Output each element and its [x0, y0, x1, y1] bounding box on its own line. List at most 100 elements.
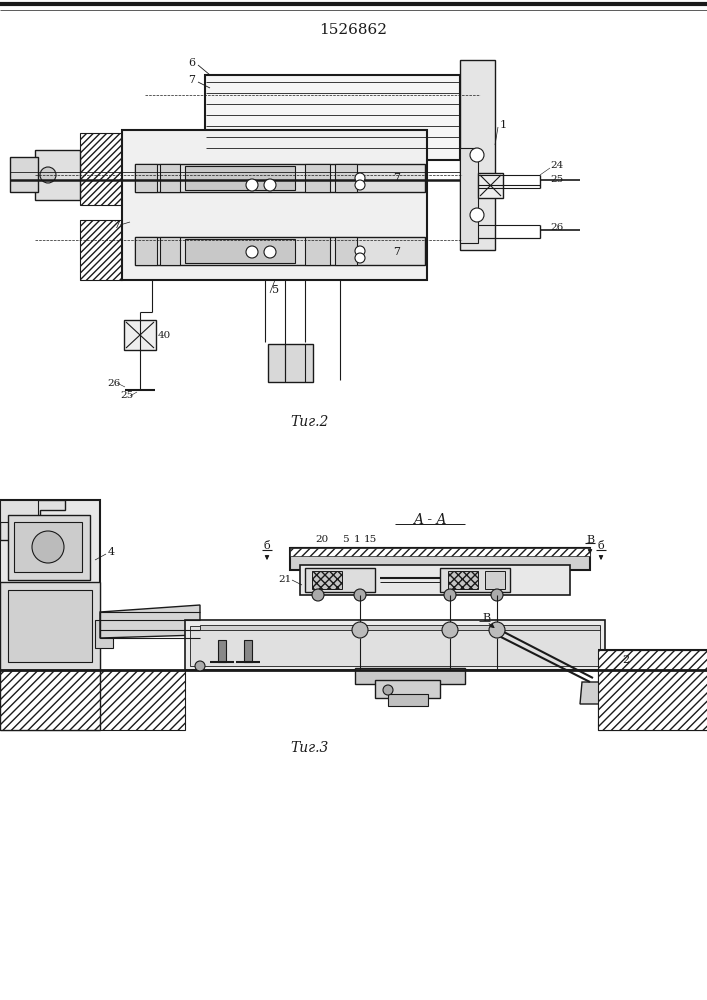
Circle shape [470, 148, 484, 162]
Bar [335, 237, 357, 265]
Bar [185, 239, 295, 263]
Text: A - A: A - A [414, 513, 447, 527]
Circle shape [246, 246, 258, 258]
Bar [305, 568, 375, 592]
Bar [205, 75, 460, 160]
Circle shape [195, 661, 205, 671]
Bar [160, 164, 180, 192]
Bar [95, 620, 113, 648]
Bar [375, 680, 440, 698]
Bar [460, 148, 478, 243]
Circle shape [383, 685, 393, 695]
Bar [14, 522, 82, 572]
Bar [185, 620, 605, 670]
Circle shape [355, 173, 365, 183]
Bar [135, 164, 157, 192]
Bar [268, 344, 313, 382]
Bar [448, 571, 478, 589]
Bar [8, 515, 90, 580]
Bar [218, 640, 226, 662]
Text: 26: 26 [550, 223, 563, 232]
Bar [35, 150, 80, 200]
Bar [0, 582, 100, 670]
Bar [478, 173, 503, 198]
Bar [355, 668, 465, 684]
Bar [305, 164, 330, 192]
Bar [305, 237, 330, 265]
Circle shape [355, 180, 365, 190]
Bar [160, 237, 180, 265]
Bar [312, 571, 342, 589]
Circle shape [264, 246, 276, 258]
Text: Τиг.2: Τиг.2 [291, 415, 329, 429]
Bar [10, 157, 38, 192]
Bar [460, 60, 495, 250]
Bar [80, 220, 122, 280]
Bar [122, 130, 427, 280]
Bar [300, 565, 570, 595]
Text: 7: 7 [393, 173, 400, 183]
Bar [598, 650, 707, 730]
Circle shape [355, 253, 365, 263]
Text: б: б [264, 541, 270, 551]
Polygon shape [0, 500, 65, 540]
Text: 7: 7 [393, 247, 400, 257]
Bar [8, 590, 92, 662]
Text: 6: 6 [188, 58, 195, 68]
Text: 20: 20 [315, 536, 328, 544]
Bar [200, 625, 600, 630]
Text: 5: 5 [272, 285, 279, 295]
Text: 5: 5 [342, 536, 349, 544]
Text: 7: 7 [188, 75, 195, 85]
Circle shape [312, 589, 324, 601]
Circle shape [32, 531, 64, 563]
Polygon shape [100, 605, 200, 638]
Bar [335, 164, 357, 192]
Bar [0, 670, 100, 730]
Text: 25: 25 [120, 391, 133, 400]
Bar [0, 500, 100, 670]
Text: 1526862: 1526862 [319, 23, 387, 37]
Bar [0, 670, 185, 730]
Polygon shape [580, 682, 622, 704]
Text: 24: 24 [550, 160, 563, 169]
Circle shape [264, 179, 276, 191]
Text: 25: 25 [550, 176, 563, 184]
Text: B: B [482, 613, 490, 623]
Text: 1: 1 [500, 120, 507, 130]
Bar [598, 650, 707, 730]
Circle shape [442, 622, 458, 638]
Circle shape [444, 589, 456, 601]
Text: 40: 40 [158, 332, 171, 340]
Text: 7: 7 [113, 220, 120, 230]
Circle shape [352, 622, 368, 638]
Bar [290, 548, 590, 570]
Text: Τиг.3: Τиг.3 [291, 741, 329, 755]
Bar [135, 164, 425, 192]
Circle shape [354, 589, 366, 601]
Bar [185, 166, 295, 190]
Bar [190, 626, 600, 666]
Text: B: B [586, 535, 594, 545]
Bar [80, 133, 122, 205]
Bar [388, 694, 428, 706]
Circle shape [246, 179, 258, 191]
Bar [440, 568, 510, 592]
Bar [290, 548, 590, 556]
Circle shape [491, 589, 503, 601]
Text: б: б [597, 541, 604, 551]
Bar [0, 500, 38, 522]
Text: 4: 4 [108, 547, 115, 557]
Bar [485, 571, 505, 589]
Text: 21: 21 [278, 576, 291, 584]
Text: 15: 15 [364, 536, 378, 544]
Circle shape [489, 622, 505, 638]
Circle shape [355, 246, 365, 256]
Bar [124, 320, 156, 350]
Circle shape [40, 167, 56, 183]
Text: 1: 1 [354, 536, 361, 544]
Text: 26: 26 [107, 378, 120, 387]
Bar [135, 237, 157, 265]
Bar [244, 640, 252, 662]
Circle shape [470, 208, 484, 222]
